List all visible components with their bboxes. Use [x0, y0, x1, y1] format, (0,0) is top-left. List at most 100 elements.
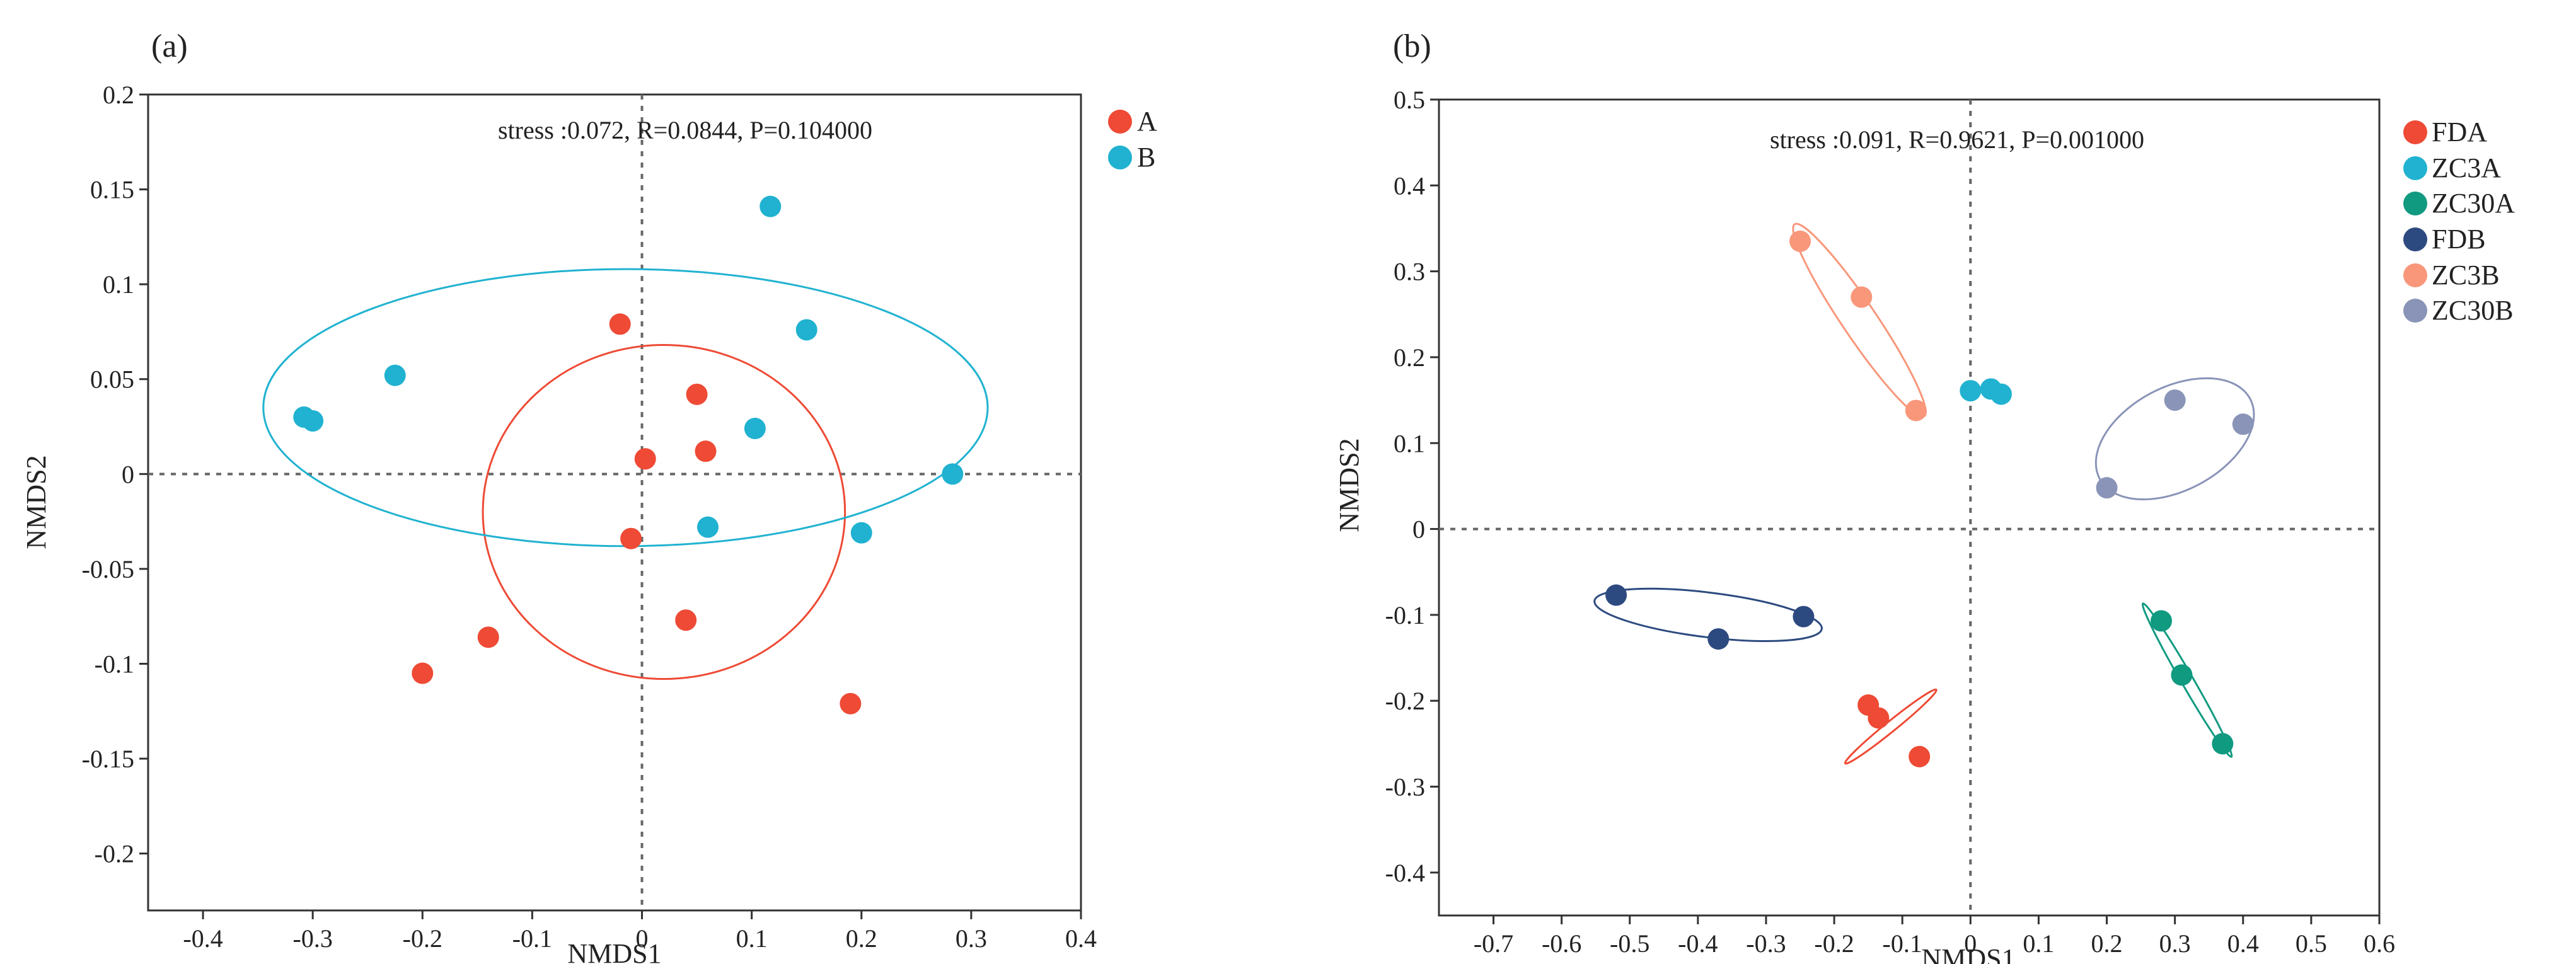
point-ZC30B	[2164, 389, 2186, 411]
x-tick-label: 0.1	[736, 924, 768, 953]
plot-frame-a	[147, 93, 1082, 912]
y-axis-label-a: NMDS2	[21, 455, 52, 549]
x-tick-label: -0.6	[1542, 929, 1581, 958]
point-B	[697, 516, 719, 538]
x-tick-label: -0.2	[1814, 929, 1854, 958]
x-tick-label: 0	[636, 924, 649, 953]
y-tick-label: -0.2	[1385, 687, 1425, 715]
x-tick-label: -0.5	[1610, 929, 1649, 958]
legend-label-b-ZC3B: ZC3B	[2432, 260, 2500, 290]
point-ZC3B	[1789, 230, 1811, 252]
legend-label-b-FDB: FDB	[2432, 224, 2486, 255]
point-A	[477, 626, 499, 648]
x-tick-label: -0.3	[1746, 929, 1786, 958]
plot-frame-b	[1438, 98, 2381, 917]
y-tick-label: -0.4	[1385, 859, 1425, 887]
y-tick-label: 0.1	[103, 270, 134, 299]
legend-marker-b-FDB	[2403, 227, 2427, 251]
y-tick-label: 0.05	[90, 365, 134, 394]
y-tick-label: 0	[1412, 515, 1425, 544]
point-A	[686, 383, 708, 405]
point-ZC30B	[2232, 413, 2254, 435]
legend-b: FDA ZC3A ZC30A FDB ZC3B ZC30B	[2403, 117, 2515, 326]
point-A	[412, 662, 434, 684]
point-A	[695, 440, 717, 462]
legend-marker-a-A	[1108, 110, 1132, 134]
point-B	[795, 319, 817, 341]
x-tick-label: -0.2	[403, 924, 442, 953]
ellipse-B	[262, 268, 989, 548]
stress-annotation-b: stress :0.091, R=0.9621, P=0.001000	[1770, 125, 2144, 154]
legend-label-b-ZC3A: ZC3A	[2432, 152, 2501, 183]
y-axis-ticks-b: -0.4 -0.3 -0.2 -0.1 0 0.1 0.2 0.3 0.4 0.5	[1385, 86, 1439, 887]
point-ZC3B	[1851, 286, 1873, 308]
point-B	[744, 418, 766, 440]
legend-marker-b-ZC30A	[2403, 192, 2427, 215]
point-FDA	[1909, 745, 1931, 767]
point-ZC3A	[1990, 383, 2012, 405]
x-tick-label: 0.3	[956, 924, 987, 953]
point-FDA	[1868, 707, 1890, 729]
legend-marker-b-ZC30B	[2403, 299, 2427, 323]
x-tick-label: -0.1	[1883, 929, 1922, 958]
x-tick-label: 0.4	[2227, 929, 2259, 958]
y-tick-label: -0.05	[82, 555, 134, 583]
point-B	[760, 195, 782, 217]
x-tick-label: 0.2	[2091, 929, 2123, 958]
x-tick-label: 0.1	[2023, 929, 2054, 958]
point-A	[840, 692, 862, 714]
legend-marker-b-ZC3A	[2403, 156, 2427, 180]
x-axis-ticks-b: -0.7 -0.6 -0.5 -0.4 -0.3 -0.2 -0.1 0 0.1 0.2 0.3 0.…	[1474, 915, 2395, 958]
x-axis-ticks-a: -0.4 -0.3 -0.2 -0.1 0 0.1 0.2 0.3 0.4	[183, 910, 1097, 953]
y-axis-label-b: NMDS2	[1334, 438, 1365, 532]
y-tick-label: 0.4	[1394, 171, 1425, 200]
point-FDB	[1793, 605, 1815, 628]
point-A	[675, 609, 697, 631]
panel-label-a: (a)	[151, 28, 188, 64]
point-B	[302, 410, 324, 432]
y-tick-label: -0.1	[1385, 601, 1425, 629]
point-B	[384, 364, 406, 386]
data-points-a	[293, 195, 964, 714]
ellipse-FDB	[1593, 587, 1823, 642]
y-tick-label: -0.1	[95, 650, 134, 678]
point-ZC30A	[2151, 610, 2173, 632]
y-tick-label: 0.3	[1394, 258, 1425, 286]
chart-panel-b: (b) -0.7 -0.6 -0.5 -0.4 -0.3 -0.2 -0.1 0 0.1 0.2 0…	[1334, 28, 2515, 964]
point-FDB	[1605, 584, 1627, 606]
x-tick-label: 0.5	[2296, 929, 2327, 958]
point-A	[634, 448, 656, 470]
point-FDB	[1707, 628, 1730, 650]
y-tick-label: -0.2	[95, 840, 134, 868]
point-ZC30A	[2212, 733, 2234, 755]
legend-label-a-B: B	[1137, 142, 1155, 173]
point-ZC30B	[2096, 477, 2118, 499]
confidence-ellipses-b	[1593, 222, 2255, 765]
x-tick-label: 0.3	[2159, 929, 2191, 958]
y-tick-label: 0.15	[90, 176, 134, 204]
point-ZC3B	[1905, 399, 1927, 422]
y-tick-label: -0.3	[1385, 773, 1425, 801]
legend-label-b-ZC30B: ZC30B	[2432, 295, 2514, 326]
chart-panel-a: (a) -0.4 -0.3 -0.2 -0.1 0 0.1 0.2 0.3 0.4 -0.2-0…	[21, 28, 1157, 964]
point-ZC30A	[2171, 664, 2193, 686]
x-tick-label: 0.6	[2364, 929, 2395, 958]
x-tick-label: 0.2	[846, 924, 877, 953]
x-tick-label: -0.3	[293, 924, 333, 953]
y-tick-label: 0.5	[1394, 86, 1425, 114]
legend-marker-b-ZC3B	[2403, 263, 2427, 287]
panel-label-b: (b)	[1393, 28, 1431, 64]
y-tick-label: 0.1	[1394, 429, 1425, 457]
legend-label-a-A: A	[1137, 106, 1157, 137]
x-tick-label: -0.4	[183, 924, 222, 953]
y-tick-label: -0.15	[82, 745, 134, 773]
legend-label-b-FDA: FDA	[2432, 117, 2487, 147]
stress-annotation-a: stress :0.072, R=0.0844, P=0.104000	[498, 116, 872, 144]
x-tick-label: -0.1	[512, 924, 552, 953]
ellipse-ZC30B	[2094, 377, 2255, 501]
y-tick-label: 0	[122, 460, 134, 488]
x-tick-label: 0.4	[1065, 924, 1097, 953]
x-tick-label: 0	[1964, 929, 1977, 958]
ellipse-A	[482, 344, 846, 680]
